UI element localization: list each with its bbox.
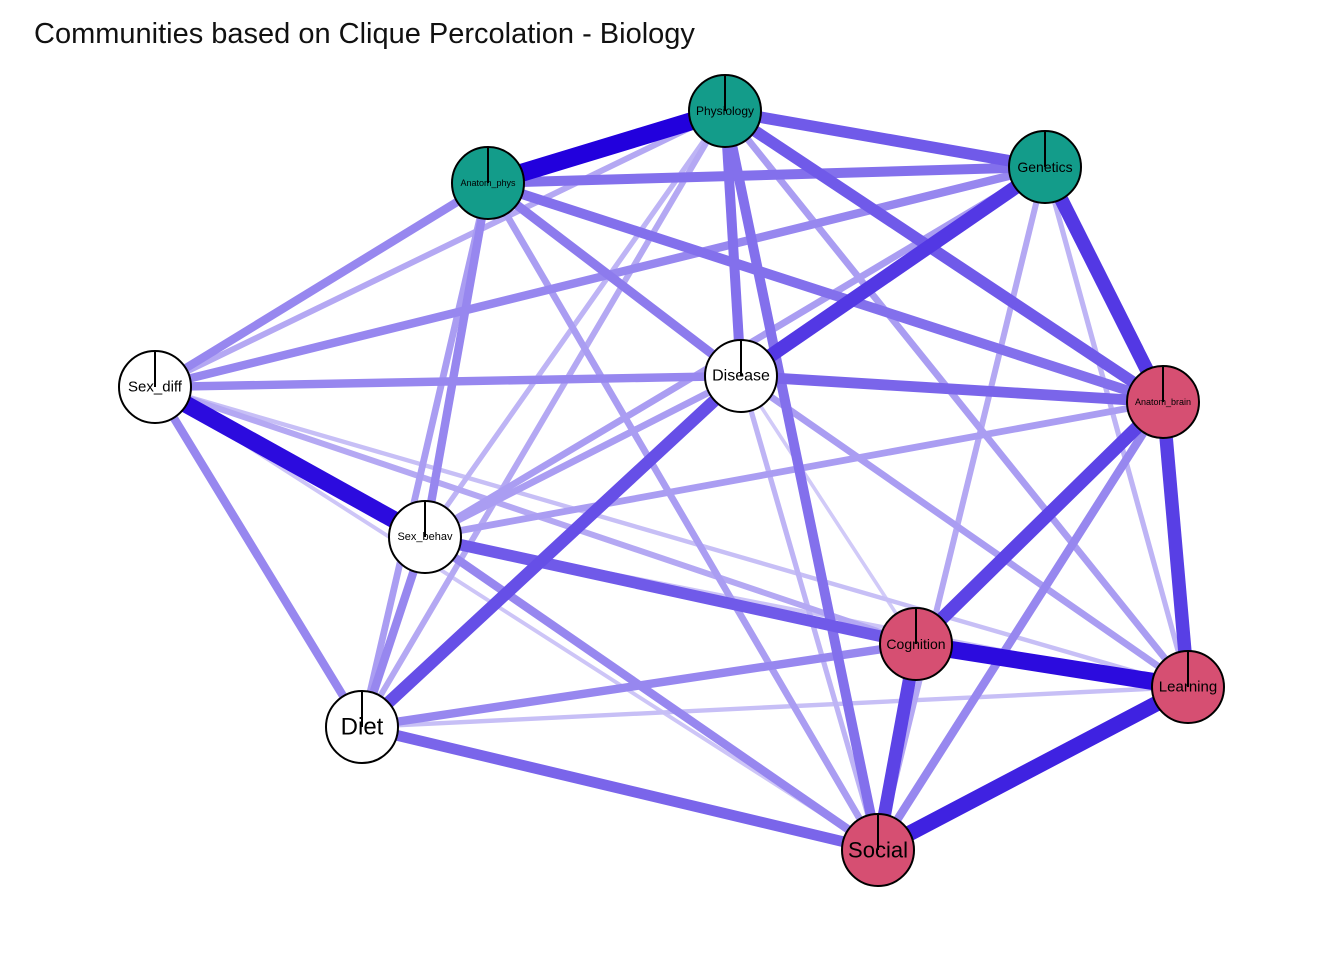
edge-sex_diff-genetics bbox=[153, 162, 1047, 392]
edge-sex_behav-social bbox=[422, 533, 881, 854]
edge-physiology-sex_diff bbox=[153, 108, 727, 390]
edge-genetics-disease bbox=[737, 161, 1049, 382]
node-sex_diff[interactable]: Sex_diff bbox=[118, 350, 192, 424]
node-label: Learning bbox=[1159, 679, 1217, 696]
node-label: Social bbox=[848, 838, 908, 863]
edge-anatom_phys-sex_diff bbox=[152, 179, 491, 391]
node-label: Sex_diff bbox=[128, 379, 183, 396]
edge-genetics-social bbox=[875, 166, 1048, 851]
edge-physiology-anatom_brain bbox=[721, 106, 1167, 407]
node-sex_behav[interactable]: Sex_behav bbox=[388, 500, 462, 574]
edge-anatom_phys-anatom_brain bbox=[486, 178, 1165, 407]
node-cognition[interactable]: Cognition bbox=[879, 607, 953, 681]
edge-sex_behav-anatom_brain bbox=[424, 398, 1164, 541]
node-label: Cognition bbox=[886, 636, 945, 652]
edge-learning-social bbox=[874, 680, 1192, 857]
edge-physiology-anatom_phys bbox=[485, 102, 728, 192]
edge-genetics-anatom_brain bbox=[1038, 163, 1170, 406]
edge-anatom_phys-diet bbox=[358, 182, 492, 728]
node-learning[interactable]: Learning bbox=[1151, 650, 1225, 724]
node-social[interactable]: Social bbox=[841, 813, 915, 887]
node-label: Diet bbox=[341, 714, 384, 741]
edge-disease-social bbox=[738, 375, 881, 851]
edge-anatom_phys-social bbox=[485, 181, 881, 852]
edge-physiology-learning bbox=[722, 108, 1191, 690]
edge-sex_diff-sex_behav bbox=[150, 379, 430, 545]
edge-physiology-diet bbox=[359, 109, 728, 729]
edge-anatom_brain-cognition bbox=[911, 397, 1168, 649]
edge-anatom_phys-disease bbox=[485, 179, 744, 380]
edge-sex_behav-cognition bbox=[423, 531, 918, 650]
edge-disease-anatom_brain bbox=[740, 370, 1164, 408]
edge-physiology-genetics bbox=[724, 105, 1046, 173]
edge-sex_diff-diet bbox=[151, 384, 366, 730]
edge-anatom_phys-sex_behav bbox=[420, 182, 493, 538]
node-label: Anatom_brain bbox=[1135, 397, 1191, 407]
edge-anatom_phys-genetics bbox=[487, 162, 1046, 188]
node-label: Disease bbox=[712, 368, 770, 385]
graph-title: Communities based on Clique Percolation … bbox=[34, 18, 695, 50]
node-label: Physiology bbox=[696, 104, 754, 118]
node-label: Anatom_phys bbox=[460, 178, 516, 188]
edge-layer bbox=[150, 102, 1195, 857]
edge-disease-learning bbox=[739, 373, 1190, 690]
node-layer: Physiology Anatom_phys Genetics Sex_diff Dis… bbox=[118, 74, 1225, 887]
edge-diet-learning bbox=[361, 684, 1189, 730]
edge-anatom_brain-social bbox=[874, 399, 1167, 853]
edge-cognition-learning bbox=[914, 635, 1190, 696]
edge-genetics-learning bbox=[1042, 166, 1191, 688]
node-anatom_phys[interactable]: Anatom_phys bbox=[451, 146, 525, 220]
node-diet[interactable]: Diet bbox=[325, 690, 399, 764]
node-label: Genetics bbox=[1017, 159, 1072, 175]
edge-diet-cognition bbox=[361, 639, 917, 732]
edge-physiology-social bbox=[720, 109, 883, 852]
node-anatom_brain[interactable]: Anatom_brain bbox=[1126, 365, 1200, 439]
node-disease[interactable]: Disease bbox=[704, 339, 778, 413]
edge-sex_diff-disease bbox=[154, 371, 742, 392]
node-label: Sex_behav bbox=[397, 531, 453, 543]
edge-disease-diet bbox=[357, 371, 746, 732]
edge-physiology-disease bbox=[720, 110, 746, 377]
node-physiology[interactable]: Physiology bbox=[688, 74, 762, 148]
edge-diet-social bbox=[360, 721, 880, 856]
edge-anatom_brain-learning bbox=[1156, 401, 1195, 688]
node-genetics[interactable]: Genetics bbox=[1008, 130, 1082, 204]
edge-disease-sex_behav bbox=[423, 372, 743, 541]
edge-sex_diff-social bbox=[153, 385, 880, 852]
